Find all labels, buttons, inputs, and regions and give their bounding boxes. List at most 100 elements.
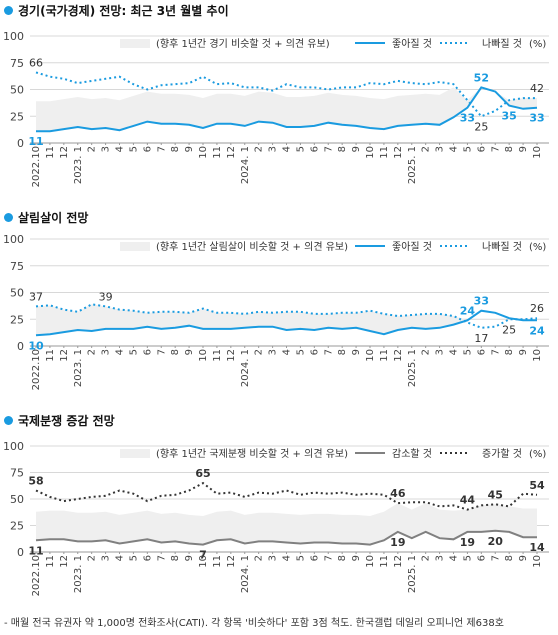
x-tick-label: 3 xyxy=(435,555,446,561)
x-tick-label: 7 xyxy=(490,146,501,152)
x-tick-label: 5 xyxy=(462,146,473,152)
x-tick-label: 11 xyxy=(212,349,223,362)
series-line-0 xyxy=(35,309,537,337)
y-tick-label: 25 xyxy=(10,110,24,123)
x-tick-label: 4 xyxy=(115,146,126,152)
x-tick-label: 5 xyxy=(128,555,139,561)
band-area xyxy=(36,87,537,132)
x-tick-label: 8 xyxy=(170,555,181,561)
x-tick-label: 2022.10 xyxy=(31,349,42,390)
x-tick-label: 3 xyxy=(435,146,446,152)
y-tick-label: 0 xyxy=(17,340,24,353)
legend-band-label: (향후 1년간 살림살이 비슷할 것 + 의견 유보) xyxy=(156,241,348,253)
x-tick-label: 10 xyxy=(532,349,543,362)
x-tick-label: 10 xyxy=(198,349,209,362)
x-tick-label: 11 xyxy=(212,146,223,159)
y-tick-label: 75 xyxy=(10,260,24,273)
x-tick-label: 10 xyxy=(365,146,376,159)
data-label: 19 xyxy=(460,536,475,549)
x-tick-label: 12 xyxy=(226,555,237,568)
x-tick-label: 8 xyxy=(170,146,181,152)
x-tick-label: 8 xyxy=(504,349,515,355)
x-tick-label: 11 xyxy=(45,555,56,568)
legend-label-1: 증가할 것 xyxy=(482,448,522,460)
x-tick-label: 9 xyxy=(184,555,195,561)
legend-band-swatch xyxy=(120,242,150,251)
x-tick-label: 9 xyxy=(351,555,362,561)
x-tick-label: 11 xyxy=(45,349,56,362)
x-tick-label: 7 xyxy=(323,146,334,152)
y-tick-label: 50 xyxy=(10,493,24,506)
x-tick-label: 2024. 1 xyxy=(240,349,251,387)
x-tick-label: 6 xyxy=(476,146,487,152)
x-tick-label: 6 xyxy=(142,146,153,152)
data-label: 14 xyxy=(529,541,545,554)
x-tick-label: 3 xyxy=(268,146,279,152)
x-tick-label: 2 xyxy=(87,555,98,561)
legend-unit: (%) xyxy=(529,39,546,50)
x-tick-label: 9 xyxy=(518,555,529,561)
x-tick-label: 3 xyxy=(101,146,112,152)
x-tick-label: 2024. 1 xyxy=(240,146,251,184)
conflict-title-text: 국제분쟁 증감 전망 xyxy=(18,414,115,428)
x-tick-label: 10 xyxy=(532,555,543,568)
data-label: 17 xyxy=(474,332,488,345)
livelihood-title-text: 살림살이 전망 xyxy=(18,211,89,225)
data-label: 35 xyxy=(502,110,517,123)
x-tick-label: 3 xyxy=(268,555,279,561)
x-tick-label: 4 xyxy=(115,555,126,561)
x-tick-label: 7 xyxy=(490,349,501,355)
data-label: 46 xyxy=(390,487,406,500)
x-tick-label: 12 xyxy=(59,555,70,568)
data-label: 39 xyxy=(99,290,113,303)
y-tick-label: 75 xyxy=(10,467,24,480)
livelihood-title: 살림살이 전망 xyxy=(4,209,88,226)
x-tick-label: 2024. 1 xyxy=(240,555,251,593)
x-tick-label: 7 xyxy=(323,555,334,561)
data-label: 66 xyxy=(29,56,43,69)
x-tick-label: 4 xyxy=(282,555,293,561)
data-label: 44 xyxy=(460,494,476,507)
y-tick-label: 25 xyxy=(10,313,24,326)
y-tick-label: 100 xyxy=(3,440,24,453)
legend-label-1: 나빠질 것 xyxy=(482,38,522,50)
data-label: 11 xyxy=(28,135,43,148)
series-line-1 xyxy=(35,71,537,118)
x-tick-label: 12 xyxy=(393,146,404,159)
x-tick-label: 7 xyxy=(156,349,167,355)
x-tick-label: 11 xyxy=(379,146,390,159)
x-tick-label: 4 xyxy=(449,555,460,561)
y-tick-label: 50 xyxy=(10,287,24,300)
x-tick-label: 2022.10 xyxy=(31,146,42,187)
x-tick-label: 2 xyxy=(254,349,265,355)
series-line-0 xyxy=(36,86,538,133)
x-tick-label: 2023. 1 xyxy=(73,349,84,387)
x-tick-label: 3 xyxy=(435,349,446,355)
series-line-1 xyxy=(35,303,538,329)
conflict-panel: 국제분쟁 증감 전망 0 25 50 75 100 (향후 1년간 국제분쟁 비슷할 것 … xyxy=(0,410,558,610)
x-tick-label: 4 xyxy=(449,349,460,355)
legend-label-0: 좋아질 것 xyxy=(392,241,432,253)
y-tick-label: 50 xyxy=(10,84,24,97)
x-tick-label: 2025. 1 xyxy=(407,349,418,387)
x-tick-label: 10 xyxy=(198,555,209,568)
series-line-1 xyxy=(35,481,538,511)
x-tick-label: 8 xyxy=(504,555,515,561)
x-tick-label: 2 xyxy=(421,555,432,561)
data-label: 54 xyxy=(529,479,545,492)
x-tick-label: 10 xyxy=(365,555,376,568)
legend-band-label: (향후 1년간 국제분쟁 비슷할 것 + 의견 유보) xyxy=(156,448,348,460)
livelihood-panel: 살림살이 전망 0 25 50 75 100 (향후 1년간 살림살이 비슷할 것 + 의… xyxy=(0,203,558,408)
data-label: 65 xyxy=(195,467,210,480)
title-dot-icon xyxy=(4,213,13,222)
x-tick-label: 9 xyxy=(184,146,195,152)
x-tick-label: 2022.10 xyxy=(31,555,42,596)
x-tick-label: 2 xyxy=(421,146,432,152)
data-label: 45 xyxy=(488,488,503,501)
x-tick-label: 6 xyxy=(309,555,320,561)
data-label: 33 xyxy=(474,295,489,308)
x-tick-label: 11 xyxy=(379,555,390,568)
x-tick-label: 8 xyxy=(504,146,515,152)
